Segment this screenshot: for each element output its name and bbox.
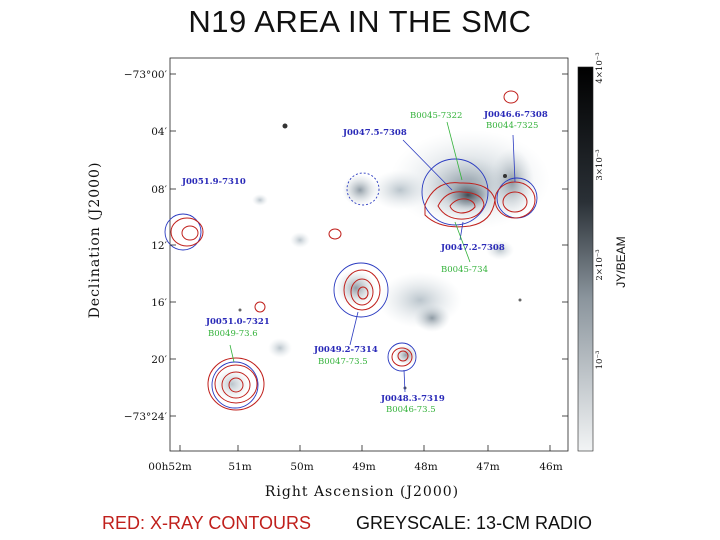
xray-contours — [170, 90, 536, 411]
x-axis-ticks: 00h52m 51m 50m 49m 48m 47m 46m — [148, 461, 562, 473]
label-b0047: B0047-73.5 — [318, 357, 368, 367]
caption-radio: GREYSCALE: 13-CM RADIO — [356, 513, 593, 533]
ytick: 08′ — [151, 184, 167, 196]
xtick: 46m — [539, 461, 562, 473]
label-j0051-9: J0051.9-7310 — [181, 177, 246, 187]
cbar-tick: 3×10⁻³ — [595, 149, 605, 180]
xtick: 49m — [352, 461, 375, 473]
ytick: 12′ — [151, 240, 167, 252]
x-axis-title: Right Ascension (J2000) — [265, 484, 459, 500]
label-j0051-0: J0051.0-7321 — [205, 317, 270, 327]
figure-title: N19 AREA IN THE SMC — [188, 4, 532, 39]
colorbar-ticks: 4×10⁻³ 3×10⁻³ 2×10⁻³ 10⁻³ — [595, 52, 605, 369]
label-b0045-7322: B0045-7322 — [410, 111, 462, 121]
ytick: 16′ — [151, 297, 167, 309]
xtick: 47m — [476, 461, 499, 473]
ytick: −73°24′ — [124, 411, 168, 423]
y-axis-title: Declination (J2000) — [87, 162, 103, 319]
label-j0049-2: J0049.2-7314 — [313, 345, 378, 355]
colorbar — [577, 66, 594, 452]
ytick: 20′ — [151, 354, 167, 366]
leader-lines — [229, 121, 516, 393]
xtick: 48m — [414, 461, 437, 473]
beam-circles — [164, 158, 538, 409]
caption-xray: RED: X-RAY CONTOURS — [102, 513, 312, 533]
ytick: −73°00′ — [124, 69, 168, 81]
label-b0049: B0049-73.6 — [208, 329, 258, 339]
xtick: 00h52m — [148, 461, 191, 473]
xtick: 50m — [290, 461, 313, 473]
colorbar-unit-label: JY/BEAM — [614, 236, 628, 287]
cbar-tick: 4×10⁻³ — [595, 52, 605, 83]
y-tick-marks — [170, 73, 568, 451]
label-j0047-5: J0047.5-7308 — [342, 128, 407, 138]
ytick: 04′ — [151, 126, 167, 138]
label-b0046: B0046-73.5 — [386, 405, 436, 415]
label-j0046-6: J0046.6-7308 — [483, 110, 548, 120]
cbar-tick: 2×10⁻³ — [595, 249, 605, 280]
xtick: 51m — [228, 461, 251, 473]
label-j0047-2: J0047.2-7308 — [440, 243, 505, 253]
cbar-tick: 10⁻³ — [595, 351, 605, 370]
label-j0048-3: J0048.3-7319 — [380, 394, 445, 404]
label-b0045-734: B0045-734 — [441, 265, 488, 275]
label-b0044: B0044-7325 — [486, 121, 538, 131]
y-axis-ticks: −73°00′ 04′ 08′ 12′ 16′ 20′ −73°24′ — [124, 69, 168, 423]
